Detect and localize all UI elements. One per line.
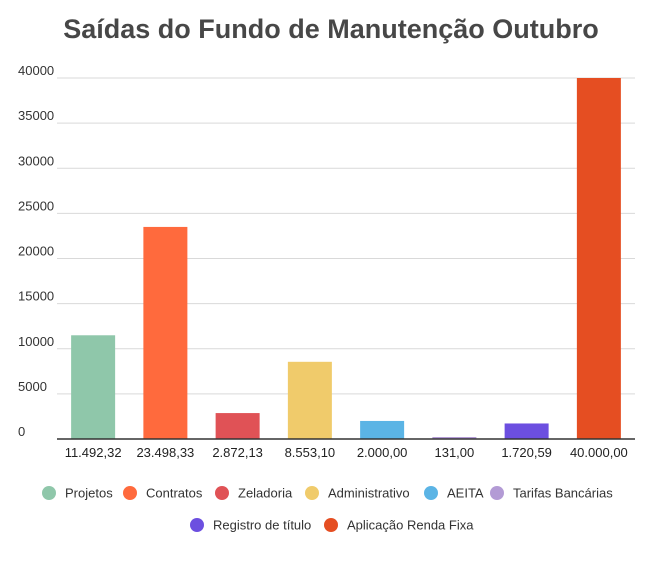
bar-aeita (360, 420, 405, 439)
legend-label: Aplicação Renda Fixa (347, 518, 474, 533)
legend-label: Tarifas Bancárias (513, 486, 613, 501)
y-tick-label: 35000 (18, 108, 54, 123)
chart-title: Saídas do Fundo de Manutenção Outubro (63, 14, 599, 44)
legend-swatch (424, 486, 438, 500)
y-tick-label: 0 (18, 424, 25, 439)
legend-swatch (305, 486, 319, 500)
x-category-label: 1.720,59 (501, 445, 552, 460)
legend-swatch (123, 486, 137, 500)
x-category-label: 2.872,13 (212, 445, 263, 460)
x-category-label: 40.000,00 (570, 445, 628, 460)
bar-tarifas-banc-rias (432, 437, 477, 439)
y-tick-label: 30000 (18, 153, 54, 168)
legend-label: Registro de título (213, 518, 311, 533)
legend-swatch (42, 486, 56, 500)
legend-swatch (190, 518, 204, 532)
legend-item: Zeladoria (215, 486, 293, 501)
legend-item: Registro de título (190, 518, 311, 533)
y-tick-label: 10000 (18, 334, 54, 349)
legend-label: AEITA (447, 486, 484, 501)
legend-item: Administrativo (305, 486, 410, 501)
bar-registro-de-t-tulo (504, 423, 549, 439)
legend-label: Zeladoria (238, 486, 293, 501)
bar-aplica-o-renda-fixa (576, 78, 621, 439)
legend-label: Administrativo (328, 486, 410, 501)
legend-swatch (324, 518, 338, 532)
bar-administrativo (287, 361, 332, 439)
y-axis-ticks: 0 5000 10000 15000 20000 25000 30000 35000 40000 (18, 63, 54, 439)
bars (71, 78, 621, 439)
legend-swatch (215, 486, 229, 500)
legend-item: Contratos (123, 486, 203, 501)
bar-projetos (71, 335, 116, 439)
legend-label: Contratos (146, 486, 203, 501)
legend-item: AEITA (424, 486, 484, 501)
legend-item: Aplicação Renda Fixa (324, 518, 474, 533)
legend-item: Tarifas Bancárias (490, 486, 613, 501)
y-tick-label: 15000 (18, 289, 54, 304)
x-category-label: 2.000,00 (357, 445, 408, 460)
legend: Projetos Contratos Zeladoria Administrativo… (42, 486, 613, 533)
x-category-label: 8.553,10 (285, 445, 336, 460)
bar-contratos (143, 226, 188, 439)
y-tick-label: 25000 (18, 198, 54, 213)
x-category-label: 23.498,33 (136, 445, 194, 460)
bar-zeladoria (215, 413, 260, 439)
legend-label: Projetos (65, 486, 113, 501)
legend-swatch (490, 486, 504, 500)
x-category-label: 131,00 (434, 445, 474, 460)
legend-item: Projetos (42, 486, 113, 501)
y-tick-label: 20000 (18, 244, 54, 259)
x-axis-labels: 11.492,32 23.498,33 2.872,13 8.553,10 2.000,… (65, 445, 628, 460)
y-tick-label: 40000 (18, 63, 54, 78)
y-tick-label: 5000 (18, 379, 47, 394)
x-category-label: 11.492,32 (65, 445, 122, 460)
